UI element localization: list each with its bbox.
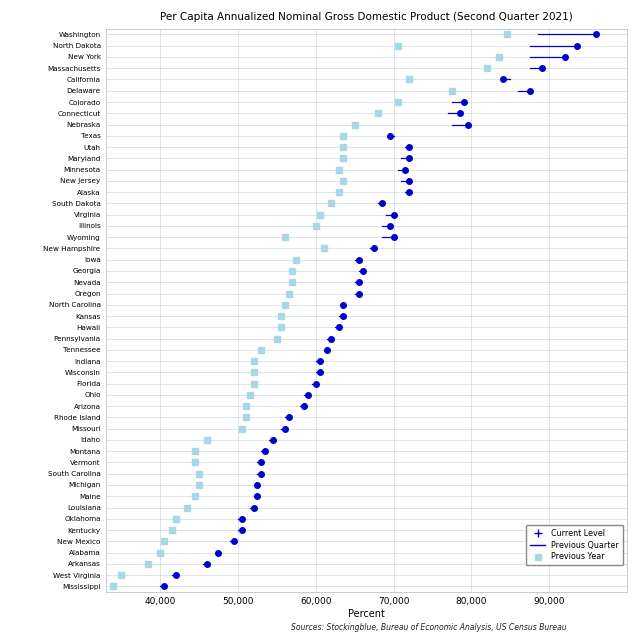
Legend: Current Level, Previous Quarter, Previous Year: Current Level, Previous Quarter, Previou…	[527, 525, 623, 566]
Text: Sources: Stockingblue, Bureau of Economic Analysis, US Census Bureau: Sources: Stockingblue, Bureau of Economi…	[291, 623, 567, 632]
X-axis label: Percent: Percent	[348, 609, 385, 619]
Title: Per Capita Annualized Nominal Gross Domestic Product (Second Quarter 2021): Per Capita Annualized Nominal Gross Dome…	[160, 12, 573, 22]
